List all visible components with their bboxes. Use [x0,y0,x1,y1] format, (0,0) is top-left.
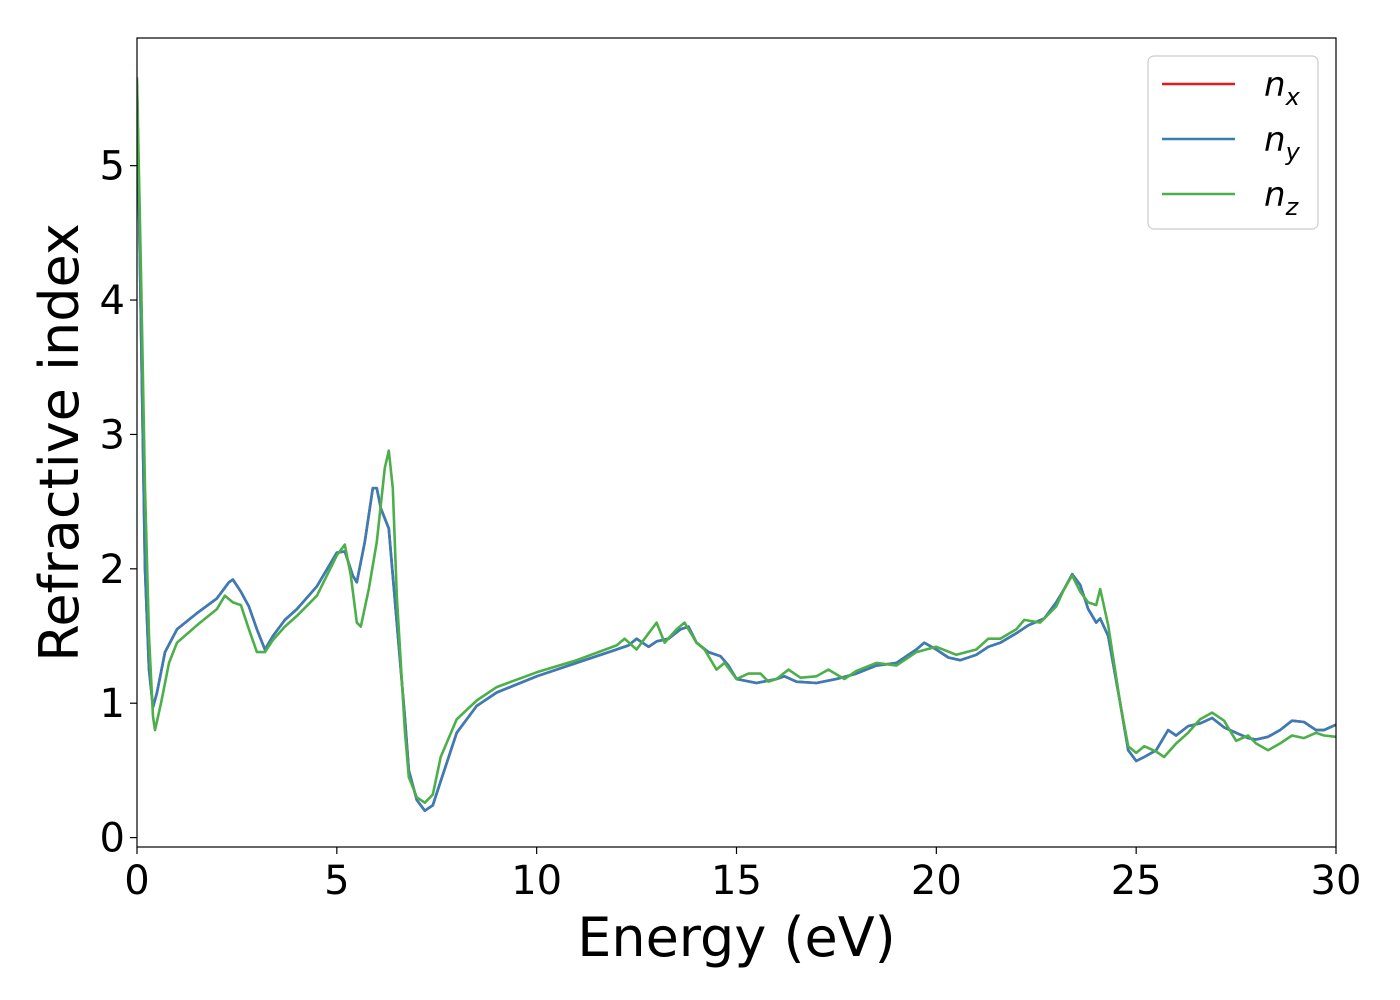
y-tick-label: 3 [100,412,125,458]
x-tick-label: 25 [1111,858,1162,904]
x-tick-label: 20 [911,858,962,904]
series-layer [137,77,1336,812]
y-tick-label: 0 [100,816,125,862]
y-tick-label: 5 [100,144,125,190]
x-tick-label: 0 [124,858,149,904]
series-line-ny [137,83,1336,812]
ticks-layer: 0 5 10 15 20 25 30 0 1 2 3 4 5 [100,144,1362,904]
y-tick-label: 2 [100,547,125,593]
y-tick-label: 4 [100,278,125,324]
x-tick-label: 10 [511,858,562,904]
series-line-nz [137,77,1336,804]
x-tick-label: 5 [324,858,349,904]
x-axis-label: Energy (eV) [577,906,896,969]
legend-box [1147,55,1319,230]
x-tick-label: 15 [711,858,762,904]
y-tick-label: 1 [100,681,125,727]
x-tick-label: 30 [1311,858,1362,904]
y-axis-label: Refractive index [28,223,91,662]
